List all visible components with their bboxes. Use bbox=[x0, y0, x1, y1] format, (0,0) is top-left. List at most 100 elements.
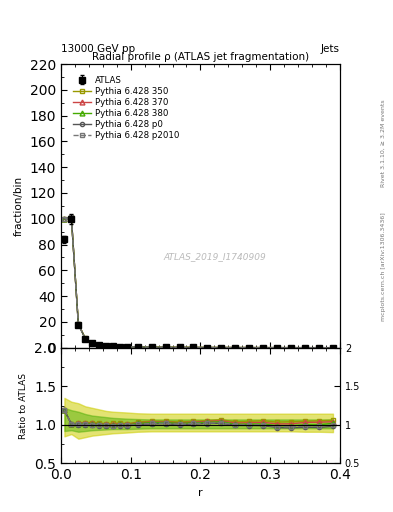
Pythia 6.428 350 bbox=[149, 344, 154, 350]
Pythia 6.428 p0 bbox=[219, 345, 224, 351]
Pythia 6.428 p2010 bbox=[149, 344, 154, 350]
Pythia 6.428 350 bbox=[247, 345, 252, 351]
Pythia 6.428 p2010 bbox=[125, 344, 130, 350]
Pythia 6.428 350 bbox=[303, 345, 307, 351]
Pythia 6.428 350 bbox=[90, 340, 95, 346]
Pythia 6.428 380 bbox=[289, 345, 294, 351]
Pythia 6.428 p0 bbox=[163, 344, 168, 350]
Pythia 6.428 p0 bbox=[104, 343, 108, 349]
Pythia 6.428 380 bbox=[191, 345, 196, 351]
Pythia 6.428 p2010 bbox=[303, 345, 307, 351]
Pythia 6.428 350 bbox=[163, 344, 168, 350]
Pythia 6.428 p2010 bbox=[317, 345, 321, 351]
Text: ATLAS_2019_I1740909: ATLAS_2019_I1740909 bbox=[163, 252, 266, 262]
Pythia 6.428 p0 bbox=[191, 345, 196, 351]
Pythia 6.428 p0 bbox=[83, 336, 88, 342]
Pythia 6.428 p0 bbox=[289, 345, 294, 351]
Pythia 6.428 380 bbox=[62, 216, 67, 222]
Pythia 6.428 370 bbox=[289, 345, 294, 351]
Pythia 6.428 380 bbox=[149, 344, 154, 350]
Y-axis label: fraction/bin: fraction/bin bbox=[14, 176, 24, 236]
Pythia 6.428 380 bbox=[331, 345, 335, 351]
Pythia 6.428 380 bbox=[111, 343, 116, 349]
Pythia 6.428 p2010 bbox=[191, 345, 196, 351]
Text: mcplots.cern.ch [arXiv:1306.3436]: mcplots.cern.ch [arXiv:1306.3436] bbox=[381, 212, 386, 321]
Pythia 6.428 380 bbox=[177, 345, 182, 351]
Pythia 6.428 370 bbox=[149, 344, 154, 350]
Pythia 6.428 350 bbox=[177, 345, 182, 351]
Y-axis label: Ratio to ATLAS: Ratio to ATLAS bbox=[20, 373, 29, 439]
Pythia 6.428 350 bbox=[69, 215, 74, 221]
Line: Pythia 6.428 p0: Pythia 6.428 p0 bbox=[62, 216, 335, 350]
Pythia 6.428 380 bbox=[303, 345, 307, 351]
Pythia 6.428 370 bbox=[163, 344, 168, 350]
Pythia 6.428 350 bbox=[317, 345, 321, 351]
Pythia 6.428 370 bbox=[83, 335, 88, 342]
Pythia 6.428 p0 bbox=[303, 345, 307, 351]
Pythia 6.428 p0 bbox=[331, 345, 335, 351]
Pythia 6.428 380 bbox=[163, 344, 168, 350]
Title: Radial profile ρ (ATLAS jet fragmentation): Radial profile ρ (ATLAS jet fragmentatio… bbox=[92, 52, 309, 62]
Pythia 6.428 380 bbox=[90, 340, 95, 346]
Pythia 6.428 p2010 bbox=[69, 215, 74, 221]
Pythia 6.428 380 bbox=[317, 345, 321, 351]
Pythia 6.428 350 bbox=[331, 345, 335, 351]
Pythia 6.428 350 bbox=[76, 321, 81, 327]
Pythia 6.428 350 bbox=[233, 345, 238, 351]
Pythia 6.428 370 bbox=[97, 342, 102, 348]
Pythia 6.428 380 bbox=[69, 215, 74, 221]
Pythia 6.428 p2010 bbox=[111, 343, 116, 349]
Pythia 6.428 370 bbox=[177, 345, 182, 351]
Pythia 6.428 370 bbox=[303, 345, 307, 351]
Pythia 6.428 370 bbox=[118, 344, 123, 350]
Pythia 6.428 350 bbox=[118, 344, 123, 350]
Pythia 6.428 p2010 bbox=[90, 340, 95, 346]
Pythia 6.428 350 bbox=[83, 335, 88, 342]
Pythia 6.428 350 bbox=[205, 345, 210, 351]
Pythia 6.428 p2010 bbox=[275, 345, 279, 351]
Pythia 6.428 380 bbox=[118, 344, 123, 350]
Pythia 6.428 370 bbox=[125, 344, 130, 350]
Pythia 6.428 p0 bbox=[261, 345, 266, 351]
Pythia 6.428 p2010 bbox=[97, 342, 102, 348]
Pythia 6.428 350 bbox=[97, 342, 102, 348]
Pythia 6.428 p2010 bbox=[261, 345, 266, 351]
Pythia 6.428 370 bbox=[104, 343, 108, 349]
Pythia 6.428 p2010 bbox=[135, 344, 140, 350]
Line: Pythia 6.428 350: Pythia 6.428 350 bbox=[62, 215, 335, 350]
Pythia 6.428 380 bbox=[76, 321, 81, 327]
Pythia 6.428 380 bbox=[275, 345, 279, 351]
Pythia 6.428 p0 bbox=[205, 345, 210, 351]
Pythia 6.428 370 bbox=[331, 345, 335, 351]
Pythia 6.428 370 bbox=[111, 343, 116, 349]
Pythia 6.428 p2010 bbox=[205, 345, 210, 351]
Line: Pythia 6.428 380: Pythia 6.428 380 bbox=[62, 215, 335, 350]
Pythia 6.428 380 bbox=[83, 335, 88, 342]
Pythia 6.428 350 bbox=[261, 345, 266, 351]
Pythia 6.428 380 bbox=[125, 344, 130, 350]
Pythia 6.428 380 bbox=[233, 345, 238, 351]
Pythia 6.428 370 bbox=[275, 345, 279, 351]
Pythia 6.428 370 bbox=[219, 345, 224, 351]
Pythia 6.428 380 bbox=[97, 342, 102, 348]
Pythia 6.428 350 bbox=[219, 345, 224, 351]
Pythia 6.428 350 bbox=[104, 343, 108, 349]
Pythia 6.428 p2010 bbox=[177, 345, 182, 351]
Pythia 6.428 p2010 bbox=[331, 345, 335, 351]
Pythia 6.428 p2010 bbox=[219, 345, 224, 351]
Pythia 6.428 p0 bbox=[177, 345, 182, 351]
Pythia 6.428 350 bbox=[135, 344, 140, 350]
Pythia 6.428 380 bbox=[205, 345, 210, 351]
Pythia 6.428 p2010 bbox=[163, 344, 168, 350]
Pythia 6.428 p0 bbox=[111, 343, 116, 349]
Pythia 6.428 370 bbox=[247, 345, 252, 351]
Pythia 6.428 350 bbox=[111, 343, 116, 349]
Pythia 6.428 370 bbox=[317, 345, 321, 351]
Pythia 6.428 370 bbox=[135, 344, 140, 350]
Pythia 6.428 p0 bbox=[76, 322, 81, 328]
X-axis label: r: r bbox=[198, 488, 203, 498]
Pythia 6.428 p0 bbox=[135, 344, 140, 350]
Legend: ATLAS, Pythia 6.428 350, Pythia 6.428 370, Pythia 6.428 380, Pythia 6.428 p0, Py: ATLAS, Pythia 6.428 350, Pythia 6.428 37… bbox=[71, 74, 181, 142]
Pythia 6.428 350 bbox=[125, 344, 130, 350]
Pythia 6.428 370 bbox=[233, 345, 238, 351]
